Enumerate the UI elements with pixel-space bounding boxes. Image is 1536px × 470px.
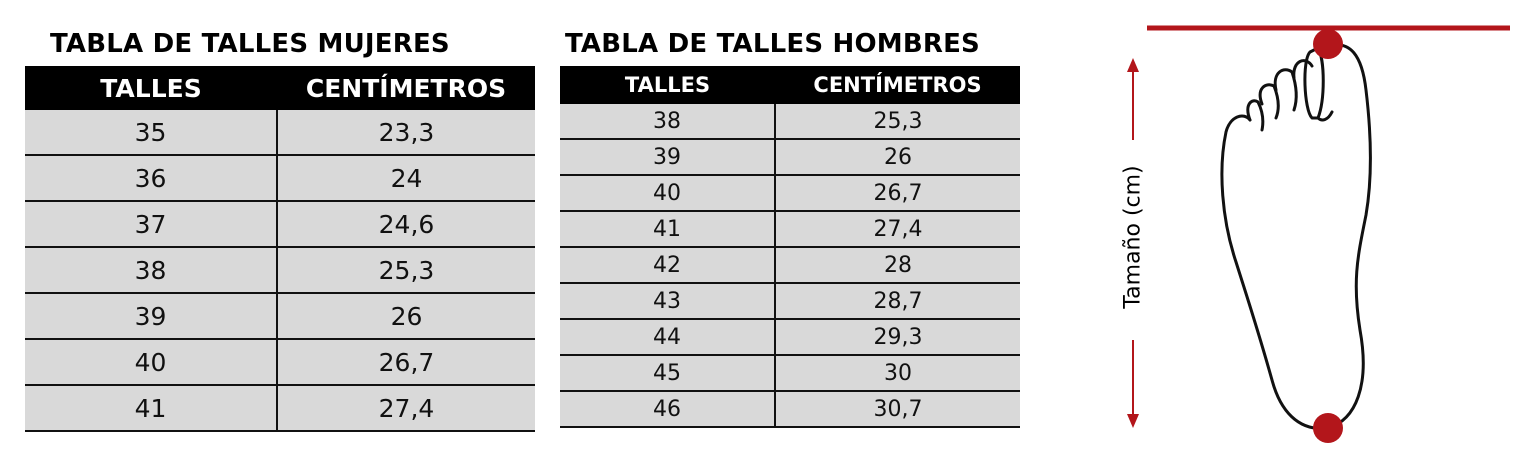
cm-cell: 30 xyxy=(775,355,1020,392)
size-cell: 36 xyxy=(25,155,278,202)
cm-cell: 23,3 xyxy=(277,110,535,156)
table-row: 46 30,7 xyxy=(560,391,1020,428)
table-row: 38 25,3 xyxy=(560,104,1020,140)
cm-cell: 26,7 xyxy=(277,339,535,386)
table-row: 42 28 xyxy=(560,247,1020,284)
size-cell: 38 xyxy=(25,247,278,294)
size-cell: 41 xyxy=(25,385,278,432)
heel-point-marker xyxy=(1313,413,1343,443)
cm-cell: 28,7 xyxy=(775,283,1020,320)
cm-cell: 24 xyxy=(277,155,535,202)
men-size-table: TALLES CENTÍMETROS 38 25,3 39 26 40 26,7 41… xyxy=(560,66,1020,428)
table-row: 43 28,7 xyxy=(560,283,1020,320)
table-row: 41 27,4 xyxy=(560,211,1020,248)
women-size-table: TALLES CENTÍMETROS 35 23,3 36 24 37 24,6 38… xyxy=(25,66,535,432)
cm-cell: 27,4 xyxy=(775,211,1020,248)
size-cell: 46 xyxy=(560,391,776,428)
women-table-title: TABLA DE TALLES MUJERES xyxy=(50,29,450,59)
table-row: 40 26,7 xyxy=(560,175,1020,212)
size-cell: 40 xyxy=(25,339,278,386)
cm-cell: 29,3 xyxy=(775,319,1020,356)
table-header-row: TALLES CENTÍMETROS xyxy=(25,66,535,110)
cm-cell: 26,7 xyxy=(775,175,1020,212)
size-cell: 44 xyxy=(560,319,776,356)
cm-cell: 26 xyxy=(277,293,535,340)
table-header-row: TALLES CENTÍMETROS xyxy=(560,66,1020,104)
size-cell: 45 xyxy=(560,355,776,392)
table-row: 37 24,6 xyxy=(25,201,535,248)
men-table-title: TABLA DE TALLES HOMBRES xyxy=(565,29,980,59)
measure-axis-label: Tamaño (cm) xyxy=(1120,165,1146,309)
header-talles: TALLES xyxy=(560,66,775,104)
cm-cell: 24,6 xyxy=(277,201,535,248)
table-row: 35 23,3 xyxy=(25,110,535,156)
table-row: 39 26 xyxy=(25,293,535,340)
size-cell: 39 xyxy=(560,139,776,176)
size-cell: 39 xyxy=(25,293,278,340)
table-row: 44 29,3 xyxy=(560,319,1020,356)
size-cell: 35 xyxy=(25,110,278,156)
cm-cell: 26 xyxy=(775,139,1020,176)
foot-measurement-diagram xyxy=(1127,25,1510,443)
measure-arrow-icon xyxy=(1127,58,1139,428)
size-cell: 40 xyxy=(560,175,776,212)
foot-outline-icon xyxy=(1220,43,1372,430)
size-cell: 38 xyxy=(560,104,776,140)
cm-cell: 28 xyxy=(775,247,1020,284)
header-centimetros: CENTÍMETROS xyxy=(775,66,1020,104)
size-cell: 43 xyxy=(560,283,776,320)
size-cell: 41 xyxy=(560,211,776,248)
cm-cell: 27,4 xyxy=(277,385,535,432)
cm-cell: 30,7 xyxy=(775,391,1020,428)
cm-cell: 25,3 xyxy=(775,104,1020,140)
toe-point-marker xyxy=(1313,29,1343,59)
size-cell: 37 xyxy=(25,201,278,248)
size-cell: 42 xyxy=(560,247,776,284)
table-row: 40 26,7 xyxy=(25,339,535,386)
table-row: 41 27,4 xyxy=(25,385,535,432)
header-centimetros: CENTÍMETROS xyxy=(277,66,535,110)
cm-cell: 25,3 xyxy=(277,247,535,294)
header-talles: TALLES xyxy=(25,66,277,110)
table-row: 45 30 xyxy=(560,355,1020,392)
table-row: 36 24 xyxy=(25,155,535,202)
table-row: 39 26 xyxy=(560,139,1020,176)
table-row: 38 25,3 xyxy=(25,247,535,294)
